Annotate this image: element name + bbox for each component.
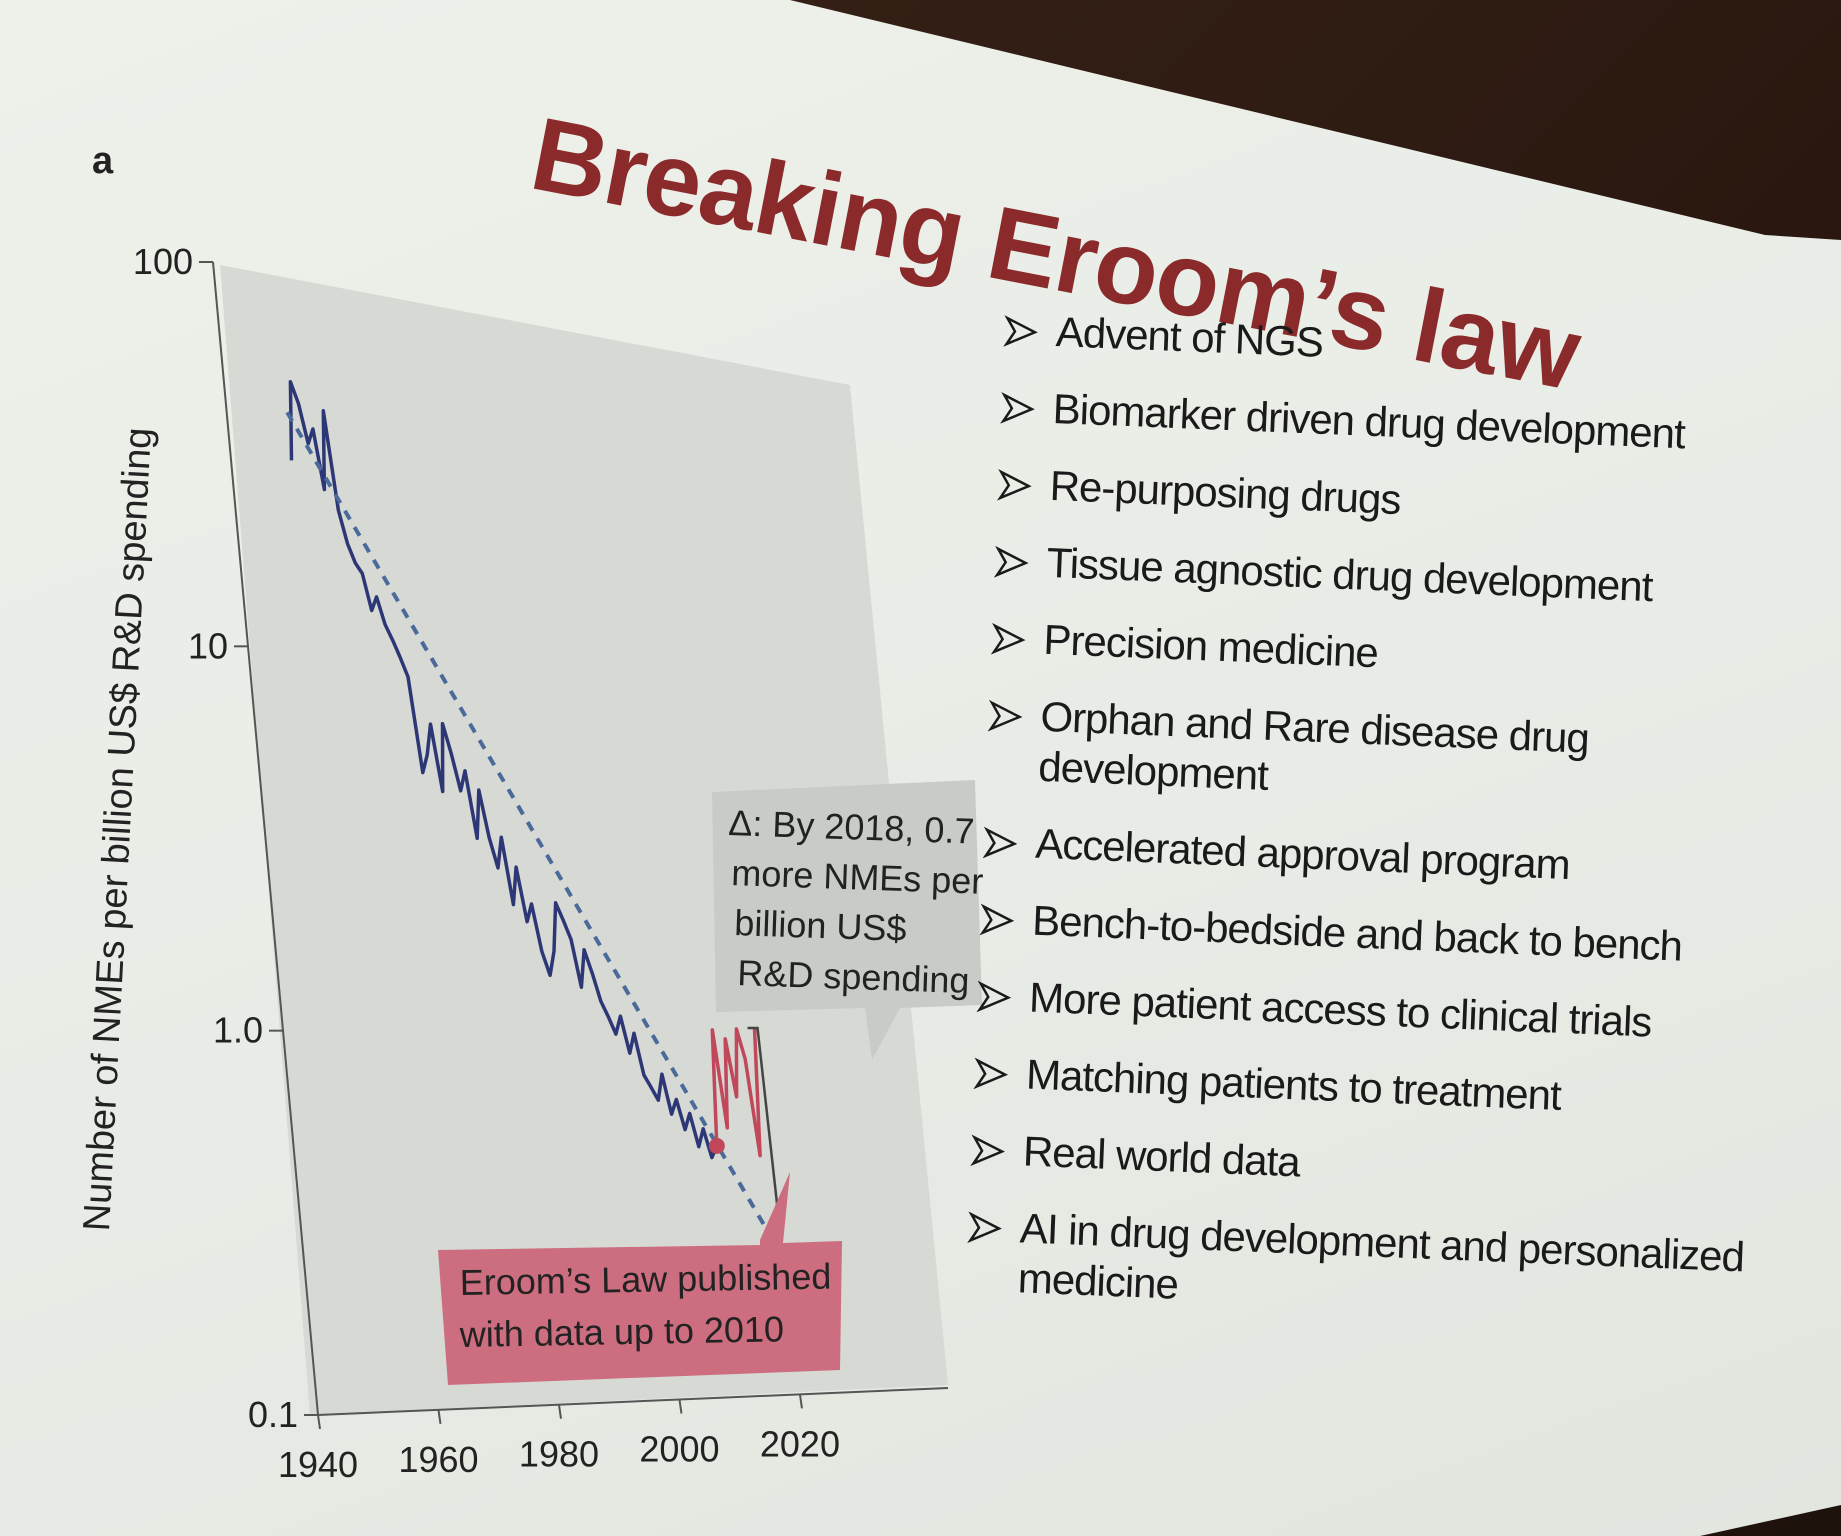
- x-axis-line: [317, 1387, 949, 1416]
- x-tick-label: 1980: [519, 1434, 599, 1475]
- bullet-text: Re-purposing drugs: [1048, 461, 1402, 524]
- y-tick-label: 1.0: [213, 1010, 263, 1051]
- arrowhead-bullet-icon: [979, 903, 1015, 936]
- bullet-item: Accelerated approval program: [982, 817, 1803, 900]
- delta-callout-line: more NMEs per: [731, 852, 984, 902]
- bullet-item: More patient access to clinical trials: [976, 970, 1797, 1053]
- y-axis-title: Number of NMEs per billion US$ R&D spend…: [76, 426, 160, 1232]
- bullet-text: More patient access to clinical trials: [1028, 973, 1653, 1046]
- arrowhead-bullet-icon: [967, 1211, 1002, 1244]
- series-line-trend: [285, 411, 776, 1243]
- x-tick: [798, 1394, 803, 1409]
- y-tick-label: 100: [133, 241, 193, 282]
- x-tick-label: 2020: [760, 1423, 840, 1464]
- series-line-observed-to-2010: [288, 379, 719, 1160]
- arrowhead-bullet-icon: [997, 468, 1032, 501]
- bullet-item: Re-purposing drugs: [997, 459, 1818, 542]
- bullet-item: Matching patients to treatment: [973, 1047, 1794, 1130]
- x-tick-label: 1960: [398, 1439, 478, 1480]
- bullet-text: Tissue agnostic drug development: [1045, 538, 1654, 611]
- plot-background: [220, 265, 948, 1415]
- bullet-item: Biomarker driven drug development: [1000, 382, 1821, 465]
- eroom-callout-line: Eroom’s Law published: [459, 1256, 831, 1303]
- arrowhead-bullet-icon: [973, 1057, 1009, 1090]
- bullet-item: Bench-to-bedside and back to bench: [979, 894, 1800, 977]
- bullet-item: Precision medicine: [990, 613, 1812, 696]
- bullet-item: Orphan and Rare disease drug development: [986, 690, 1809, 823]
- bullet-text: Matching patients to treatment: [1025, 1050, 1562, 1119]
- x-tick: [317, 1414, 321, 1430]
- arrowhead-bullet-icon: [987, 699, 1023, 732]
- x-tick: [437, 1409, 442, 1424]
- eroom-2010-marker: [708, 1137, 725, 1154]
- bullet-list: Advent of NGS Biomarker driven drug devel…: [964, 305, 1824, 1361]
- bullet-text: Orphan and Rare disease drug development: [1037, 692, 1590, 799]
- y-tick-label: 10: [188, 625, 228, 666]
- delta-callout-line: Δ: By 2018, 0.7: [728, 802, 975, 852]
- bullet-text: AI in drug development and personalized …: [1017, 1204, 1745, 1308]
- bullet-item: AI in drug development and personalized …: [965, 1201, 1788, 1334]
- series-line-observed-after-2010: [710, 1027, 762, 1158]
- eroom-callout-box: [438, 1172, 842, 1385]
- bullet-item: Tissue agnostic drug development: [994, 536, 1815, 619]
- arrowhead-bullet-icon: [1003, 315, 1038, 347]
- bullet-item: Advent of NGS: [1003, 305, 1824, 388]
- x-tick: [678, 1399, 683, 1414]
- eroom-callout-line: with data up to 2010: [458, 1308, 784, 1355]
- delta-callout-box: [712, 780, 982, 1060]
- bullet-text: Biomarker driven drug development: [1051, 385, 1686, 458]
- arrowhead-bullet-icon: [1000, 392, 1035, 424]
- bullet-text: Precision medicine: [1042, 615, 1379, 677]
- delta-callout-line: R&D spending: [737, 952, 970, 1001]
- bullet-item: Real world data: [970, 1124, 1791, 1207]
- bullet-text: Real world data: [1022, 1127, 1301, 1186]
- x-tick-label: 2000: [639, 1429, 719, 1470]
- arrowhead-bullet-icon: [990, 622, 1026, 655]
- arrowhead-bullet-icon: [976, 980, 1012, 1013]
- panel-label: a: [92, 140, 114, 182]
- delta-callout-line: billion US$: [734, 902, 907, 949]
- bullet-text: Accelerated approval program: [1034, 819, 1571, 889]
- arrowhead-bullet-icon: [982, 826, 1018, 859]
- y-axis-line: [212, 261, 319, 1416]
- arrowhead-bullet-icon: [970, 1134, 1005, 1167]
- bullet-text: Bench-to-bedside and back to bench: [1031, 896, 1683, 970]
- x-tick: [557, 1404, 562, 1419]
- y-tick-label: 0.1: [248, 1394, 298, 1435]
- x-tick-label: 1940: [278, 1444, 358, 1485]
- arrowhead-bullet-icon: [994, 545, 1029, 578]
